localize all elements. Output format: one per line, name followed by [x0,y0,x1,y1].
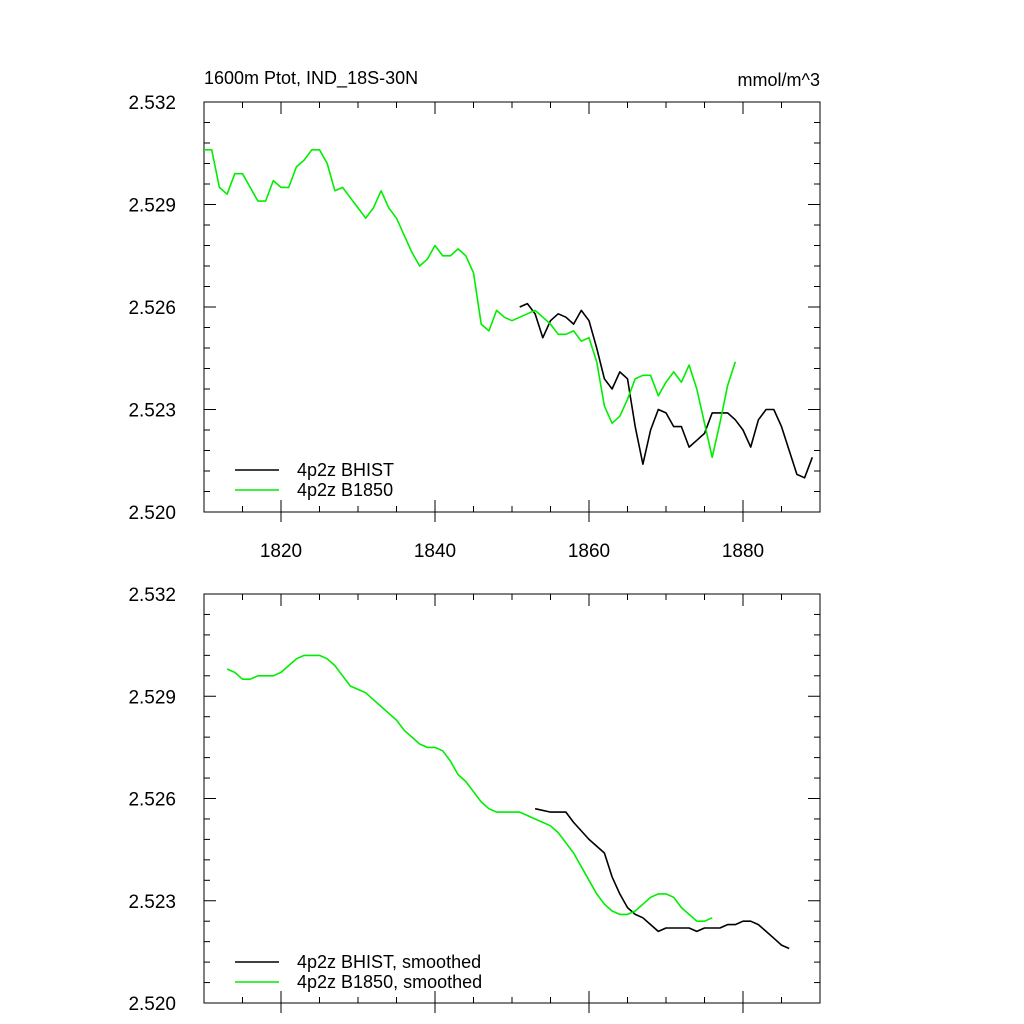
top-panel-units: mmol/m^3 [738,70,820,90]
top-x-tick-label: 1880 [722,541,764,562]
bottom-y-tick-label: 2.523 [128,892,176,913]
top-series-b1850-line [204,149,737,459]
top-legend-label-bhist: 4p2z BHIST [297,460,394,480]
bottom-plot-frame [203,593,821,1004]
top-y-tick-label: 2.529 [128,196,176,217]
top-legend-label-b1850: 4p2z B1850 [297,480,393,500]
bottom-series-bhist-line [534,807,790,950]
top-y-tick-label: 2.526 [128,298,176,319]
bottom-series-b1850-line [226,654,713,923]
top-panel-title: 1600m Ptot, IND_18S-30N [204,68,418,89]
top-panel: 1600m Ptot, IND_18S-30N mmol/m^3 2.5202.… [128,68,821,562]
top-y-tick-label: 2.523 [128,401,176,422]
top-panel-marks: 2.520 2.523 2.526 2.529 2.532 1820 1840 1860 188… [128,93,821,562]
bottom-y-tick-label: 2.520 [128,994,176,1015]
top-x-tick-label: 1860 [568,541,610,562]
top-y-tick-label: 2.532 [128,93,176,114]
top-series-group [204,149,814,479]
bottom-y-tick-label: 2.526 [128,790,176,811]
bottom-y-tick-label: 2.529 [128,687,176,708]
bottom-y-tick-label: 2.532 [128,585,176,606]
top-plot-frame [203,101,821,513]
top-x-tick-label: 1820 [260,541,302,562]
top-series-bhist-line [519,302,814,479]
bottom-legend-label-b1850: 4p2z B1850, smoothed [297,972,482,992]
top-y-tick-label: 2.520 [128,503,176,524]
bottom-series-group [226,654,790,950]
bottom-panel: 2.520 2.523 2.526 2.529 2.532 4p2z BHIST, smo… [128,585,821,1015]
top-x-tick-label: 1840 [414,541,456,562]
bottom-panel-marks: 2.520 2.523 2.526 2.529 2.532 4p2z BHIST, smo… [128,585,821,1015]
bottom-legend-label-bhist: 4p2z BHIST, smoothed [297,952,481,972]
